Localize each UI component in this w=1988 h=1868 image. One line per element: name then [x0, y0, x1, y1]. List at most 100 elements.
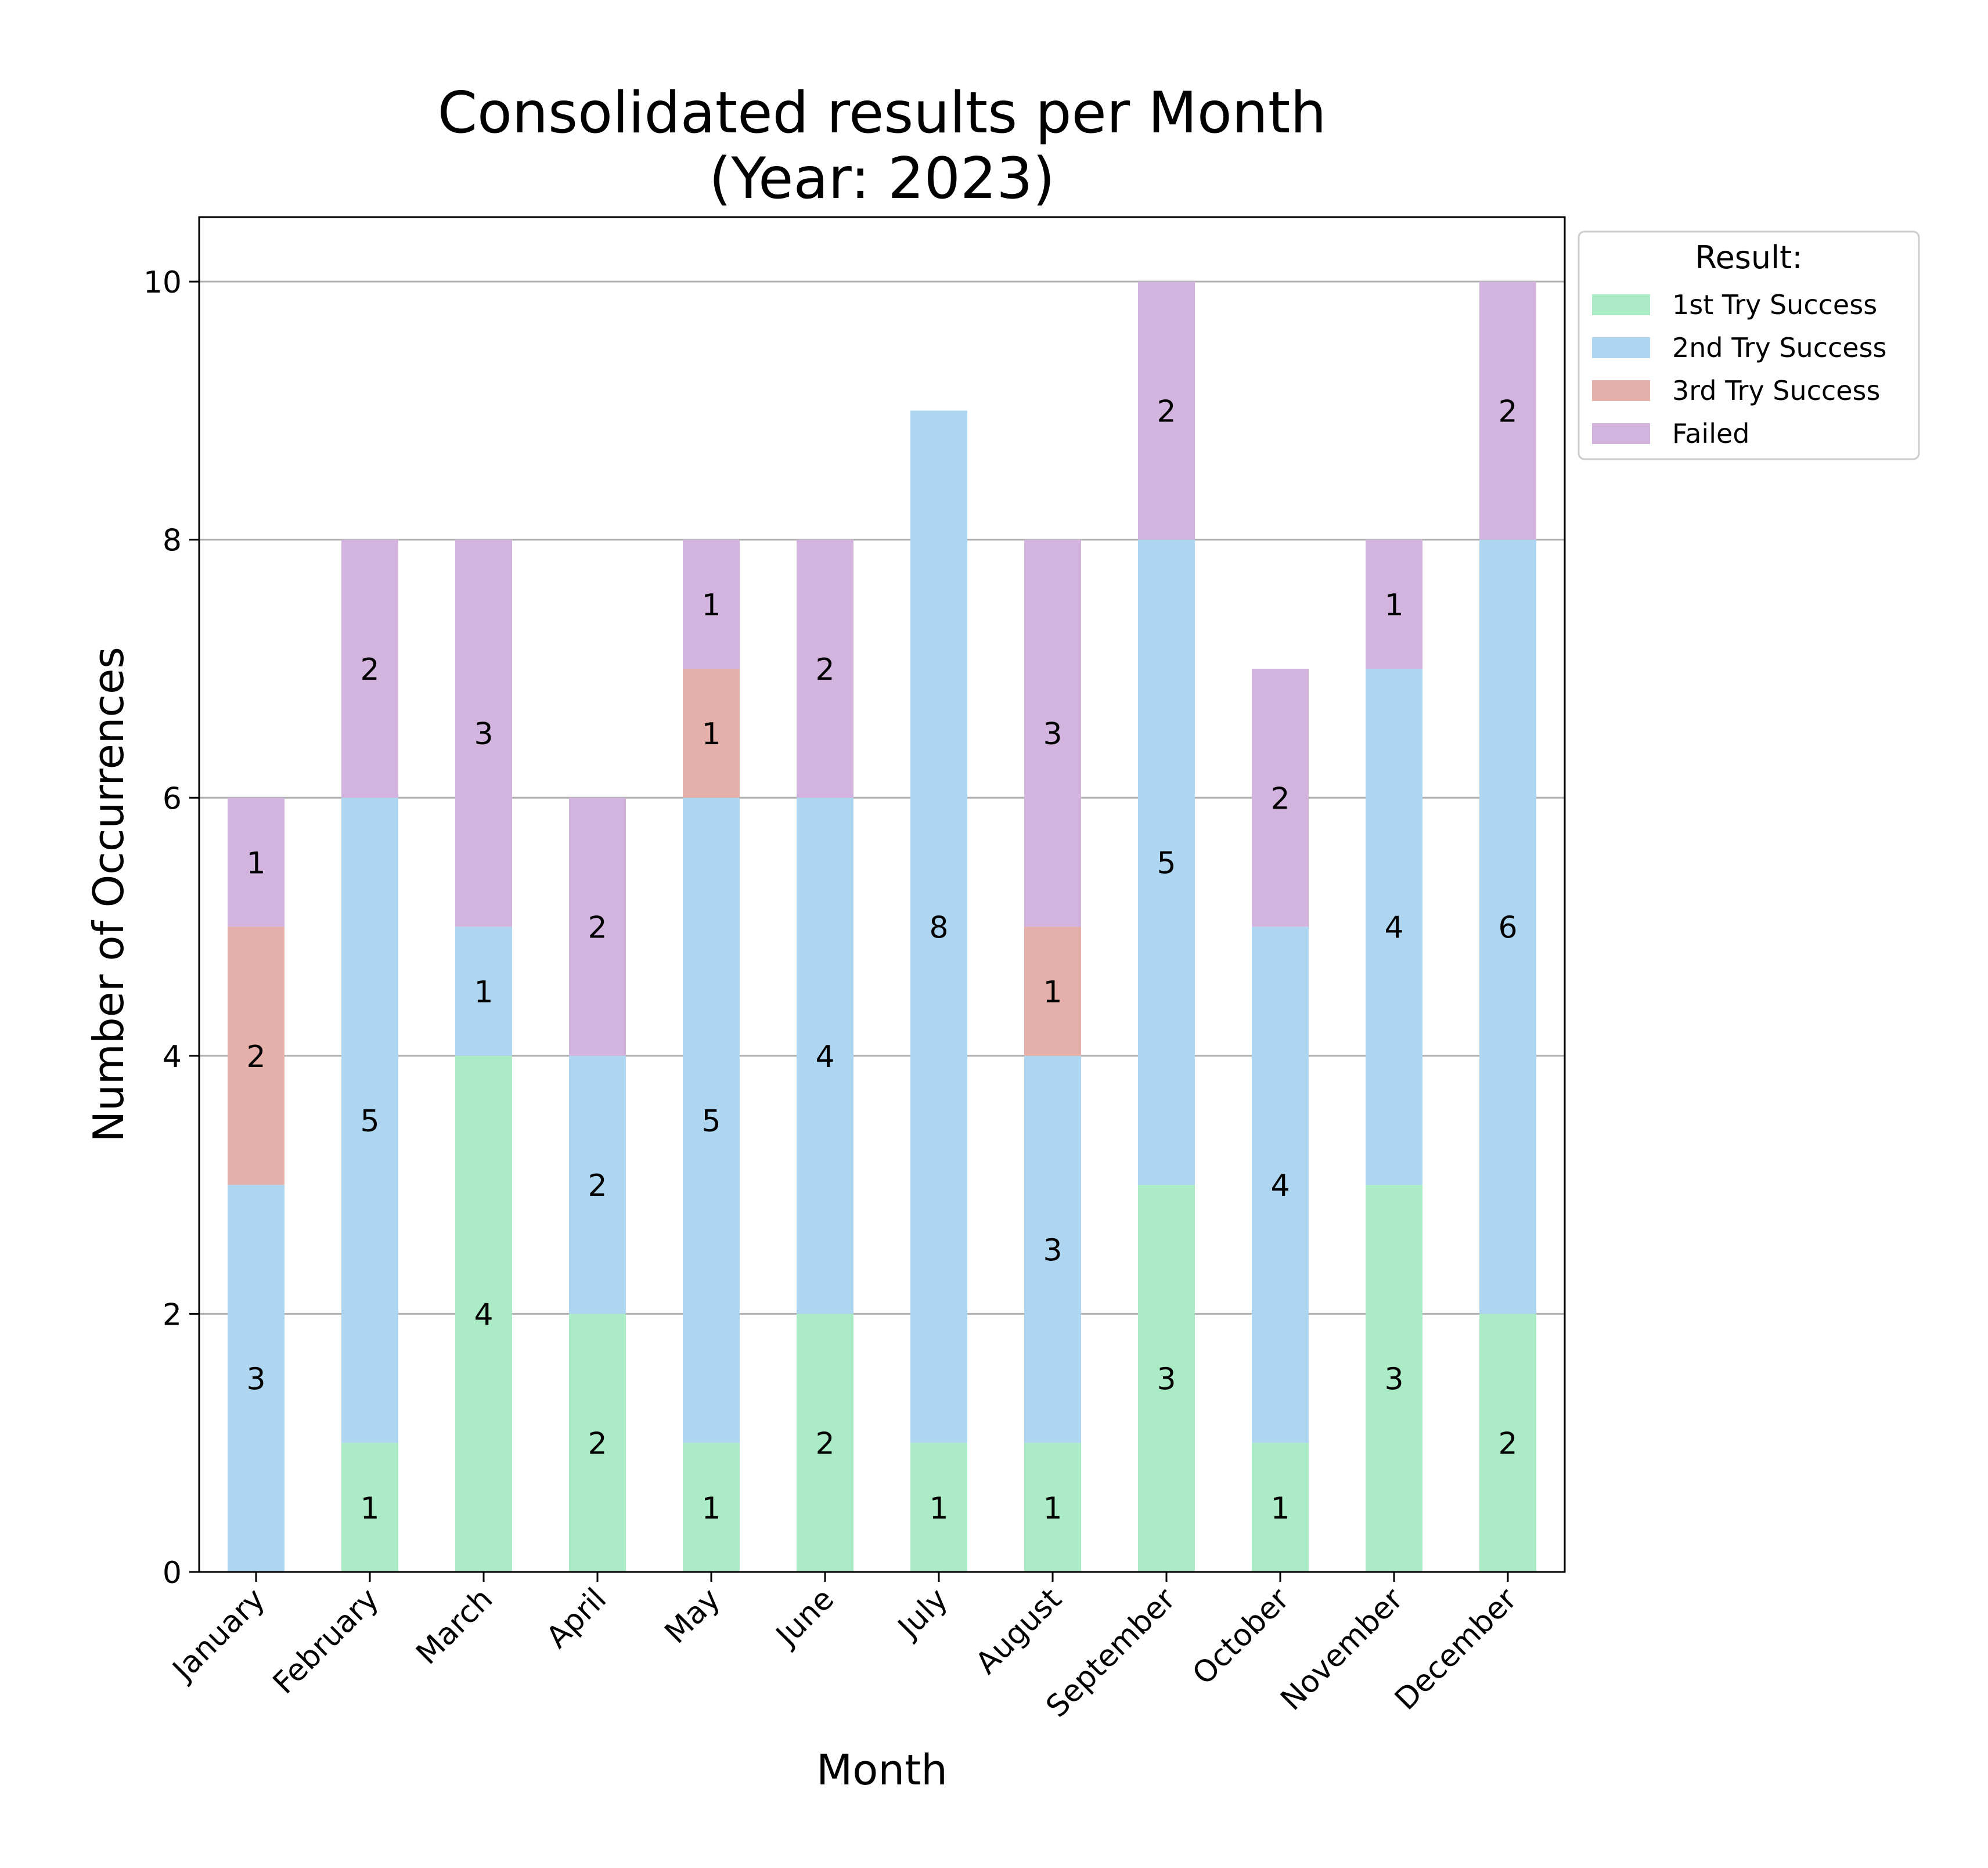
legend-item-label: Failed — [1672, 418, 1750, 449]
y-axis: 0 2 4 6 8 10 — [143, 265, 199, 1591]
bar-segment — [455, 539, 512, 927]
bar-segment — [1024, 926, 1081, 1056]
legend-item-label: 3rd Try Success — [1672, 375, 1880, 406]
gridlines — [199, 280, 1565, 1315]
bar-value-label: 1 — [1384, 588, 1403, 623]
bar-value-label: 4 — [1384, 911, 1403, 946]
legend-item-label: 2nd Try Success — [1672, 332, 1887, 363]
y-tick-label: 10 — [143, 265, 182, 300]
legend-swatch — [1592, 294, 1650, 315]
legend: Result: 1st Try Success 2nd Try Success 3rd… — [1578, 230, 1920, 460]
bar-segment — [341, 1443, 398, 1572]
bar-segment — [1366, 1185, 1422, 1572]
bar-segment — [569, 798, 626, 1056]
bar-segment — [228, 798, 284, 927]
bar-segment — [683, 669, 740, 798]
bar-value-label: 2 — [588, 1169, 607, 1203]
bar-segment — [1479, 1314, 1536, 1572]
bar-value-label: 1 — [701, 717, 721, 752]
bar-segment — [1252, 926, 1309, 1443]
legend-title: Result: — [1695, 239, 1802, 276]
y-tick-label: 2 — [163, 1297, 182, 1332]
bar-value-label: 3 — [246, 1362, 265, 1397]
legend-swatch — [1592, 380, 1650, 401]
bar-segment — [1252, 669, 1309, 927]
x-axis-label: Month — [816, 1746, 948, 1794]
bar-value-label: 1 — [360, 1491, 379, 1526]
bar-value-label: 1 — [1043, 975, 1062, 1010]
bar-value-label: 1 — [1270, 1491, 1290, 1526]
chart-title-line: Consolidated results per Month — [438, 80, 1327, 146]
bar-value-label: 2 — [1270, 781, 1290, 816]
chart-title: Consolidated results per Month (Year: 202… — [438, 80, 1327, 212]
chart-title-line: (Year: 2023) — [709, 146, 1055, 212]
bar-value-label: 2 — [360, 652, 379, 687]
bar-segment — [683, 539, 740, 669]
bar-value-label: 2 — [246, 1040, 265, 1074]
bar-segment — [455, 926, 512, 1056]
bar-segment — [1479, 539, 1536, 1314]
legend-box — [1578, 230, 1920, 460]
plot-frame — [198, 216, 1566, 1573]
y-tick-label: 4 — [163, 1040, 182, 1074]
bar-value-label: 1 — [474, 975, 493, 1010]
bar-segment — [1024, 1055, 1081, 1443]
bar-segment — [1024, 539, 1081, 927]
bar-value-label: 1 — [929, 1491, 948, 1526]
bar-segment — [797, 798, 853, 1314]
bar-segment — [1366, 539, 1422, 669]
bar-value-label: 1 — [1043, 1491, 1062, 1526]
bar-value-label: 3 — [1043, 717, 1062, 752]
bar-segment — [1252, 1443, 1309, 1572]
bar-value-label: 2 — [815, 652, 834, 687]
bar-value-label: 3 — [1043, 1233, 1062, 1268]
bar-segment — [910, 1443, 967, 1572]
bar-value-label: 2 — [1498, 1427, 1517, 1462]
bar-value-label: 2 — [588, 911, 607, 946]
bar-segment — [1138, 539, 1195, 1185]
bar-value-label: 4 — [815, 1040, 834, 1074]
legend-item-label: 1st Try Success — [1672, 289, 1877, 320]
bar-segment — [910, 410, 967, 1443]
bar-segment — [1138, 282, 1195, 540]
bar-value-label: 1 — [701, 1491, 721, 1526]
bar-segment — [797, 1314, 853, 1572]
bars — [228, 282, 1536, 1572]
bar-segment — [1366, 669, 1422, 1185]
bar-segment — [1024, 1443, 1081, 1572]
bar-segment — [683, 798, 740, 1443]
y-tick-label: 6 — [163, 781, 182, 816]
y-axis-label: Number of Occurrences — [84, 647, 133, 1142]
bar-value-label: 4 — [474, 1297, 493, 1332]
bar-segment — [569, 1314, 626, 1572]
bar-value-label: 2 — [588, 1427, 607, 1462]
bar-value-label: 4 — [1270, 1169, 1290, 1203]
bar-segment — [455, 1055, 512, 1572]
bar-labels: 3 2 1 1 5 2 4 1 3 2 2 2 1 5 1 1 2 4 2 1 8 1 3 1 3 3 5 2 1 4 2 3 4 1 2 6 2 — [246, 394, 1517, 1526]
bar-segment — [1479, 282, 1536, 540]
bar-value-label: 2 — [1157, 394, 1176, 429]
legend-swatch — [1592, 423, 1650, 444]
bar-segment — [569, 1055, 626, 1314]
bar-segment — [341, 798, 398, 1443]
bar-value-label: 2 — [1498, 394, 1517, 429]
bar-value-label: 5 — [1157, 846, 1176, 881]
legend-swatch — [1592, 337, 1650, 358]
bar-segment — [1138, 1185, 1195, 1572]
bar-value-label: 3 — [474, 717, 493, 752]
bar-segment — [228, 926, 284, 1185]
bar-value-label: 5 — [701, 1104, 721, 1139]
bar-value-label: 1 — [701, 588, 721, 623]
bar-segment — [797, 539, 853, 798]
bar-segment — [228, 1185, 284, 1572]
bar-segment — [683, 1443, 740, 1572]
bar-segment — [341, 539, 398, 798]
bar-value-label: 2 — [815, 1427, 834, 1462]
bar-value-label: 1 — [246, 846, 265, 881]
bar-value-label: 3 — [1384, 1362, 1403, 1397]
bar-value-label: 8 — [929, 911, 948, 946]
bar-value-label: 3 — [1157, 1362, 1176, 1397]
bar-value-label: 5 — [360, 1104, 379, 1139]
y-tick-label: 0 — [163, 1556, 182, 1591]
